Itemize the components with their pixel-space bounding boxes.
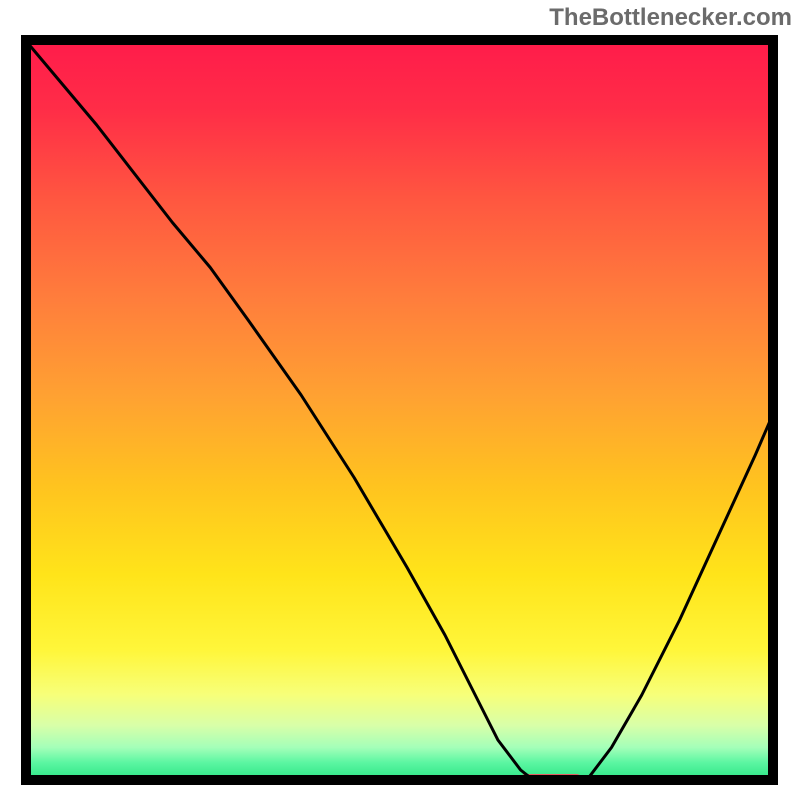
chart-plot-area bbox=[21, 35, 778, 785]
bottleneck-curve-path bbox=[21, 35, 778, 784]
stage: TheBottlenecker.com bbox=[0, 0, 800, 800]
bottleneck-curve bbox=[21, 35, 778, 785]
watermark-text: TheBottlenecker.com bbox=[549, 4, 792, 32]
